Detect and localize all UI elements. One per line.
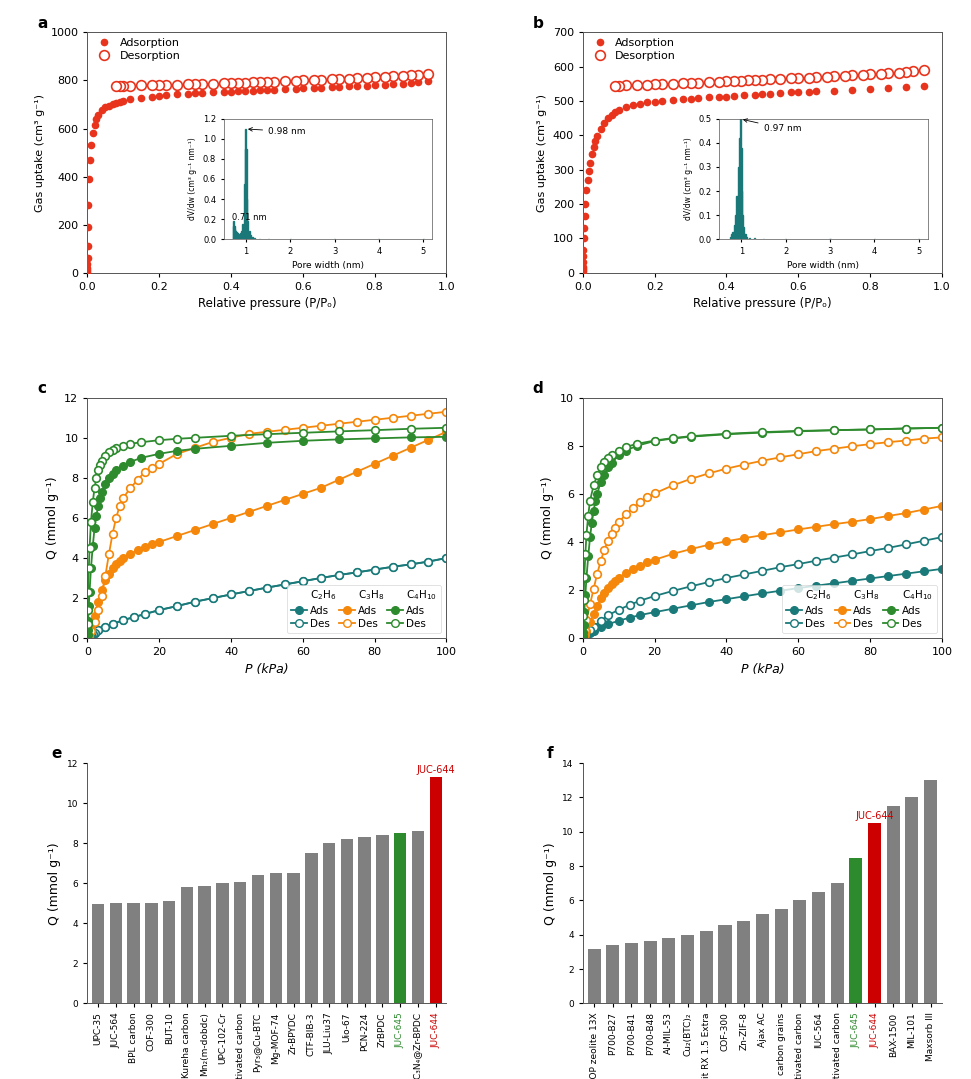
- Bar: [181, 887, 193, 1003]
- Bar: [850, 858, 862, 1003]
- Bar: [924, 780, 937, 1003]
- Bar: [830, 884, 844, 1003]
- Text: c: c: [37, 381, 47, 396]
- Y-axis label: Q (mmol g⁻¹): Q (mmol g⁻¹): [46, 477, 58, 559]
- Text: e: e: [51, 747, 62, 762]
- Bar: [127, 903, 140, 1003]
- Bar: [606, 945, 619, 1003]
- Bar: [793, 901, 806, 1003]
- Bar: [287, 873, 300, 1003]
- Bar: [662, 939, 676, 1003]
- Bar: [868, 823, 881, 1003]
- Bar: [429, 777, 442, 1003]
- Y-axis label: Gas uptake (cm³ g⁻¹): Gas uptake (cm³ g⁻¹): [537, 94, 547, 211]
- X-axis label: P (kPa): P (kPa): [741, 663, 785, 675]
- Y-axis label: Q (mmol g⁻¹): Q (mmol g⁻¹): [541, 477, 554, 559]
- Bar: [234, 883, 247, 1003]
- Bar: [394, 833, 407, 1003]
- Bar: [755, 914, 769, 1003]
- Bar: [719, 926, 731, 1003]
- Bar: [905, 797, 919, 1003]
- Bar: [198, 886, 211, 1003]
- Bar: [812, 892, 825, 1003]
- Bar: [92, 904, 104, 1003]
- Bar: [625, 943, 638, 1003]
- Text: a: a: [37, 15, 48, 30]
- Bar: [251, 875, 264, 1003]
- Bar: [700, 930, 713, 1003]
- X-axis label: P (kPa): P (kPa): [245, 663, 288, 675]
- Bar: [681, 934, 694, 1003]
- Bar: [412, 831, 424, 1003]
- Text: JUC-644: JUC-644: [855, 811, 894, 821]
- Bar: [644, 941, 656, 1003]
- Bar: [217, 884, 229, 1003]
- Legend: Adsorption, Desorption: Adsorption, Desorption: [93, 38, 181, 62]
- Bar: [887, 806, 900, 1003]
- Bar: [341, 839, 353, 1003]
- Bar: [305, 853, 318, 1003]
- Legend: C$_2$H$_6$, Ads, Des, C$_3$H$_8$, Ads, Des, C$_4$H$_{10}$, Ads, Des: C$_2$H$_6$, Ads, Des, C$_3$H$_8$, Ads, D…: [783, 585, 937, 633]
- Bar: [145, 903, 157, 1003]
- Legend: Adsorption, Desorption: Adsorption, Desorption: [588, 38, 676, 62]
- Bar: [323, 843, 335, 1003]
- Text: b: b: [532, 15, 544, 30]
- Bar: [270, 873, 282, 1003]
- Y-axis label: Q (mmol g⁻¹): Q (mmol g⁻¹): [49, 842, 61, 925]
- Bar: [587, 948, 601, 1003]
- Bar: [775, 909, 787, 1003]
- X-axis label: Relative pressure (P/Pₒ): Relative pressure (P/Pₒ): [693, 298, 832, 311]
- Bar: [110, 903, 122, 1003]
- Bar: [737, 921, 751, 1003]
- Text: JUC-644: JUC-644: [417, 765, 455, 775]
- Bar: [163, 901, 176, 1003]
- Text: f: f: [547, 747, 553, 762]
- Y-axis label: Q (mmol g⁻¹): Q (mmol g⁻¹): [544, 842, 556, 925]
- Legend: C$_2$H$_6$, Ads, Des, C$_3$H$_8$, Ads, Des, C$_4$H$_{10}$, Ads, Des: C$_2$H$_6$, Ads, Des, C$_3$H$_8$, Ads, D…: [286, 585, 441, 633]
- Bar: [358, 837, 371, 1003]
- X-axis label: Relative pressure (P/Pₒ): Relative pressure (P/Pₒ): [197, 298, 336, 311]
- Text: d: d: [532, 381, 544, 396]
- Y-axis label: Gas uptake (cm³ g⁻¹): Gas uptake (cm³ g⁻¹): [35, 94, 45, 211]
- Bar: [376, 835, 388, 1003]
